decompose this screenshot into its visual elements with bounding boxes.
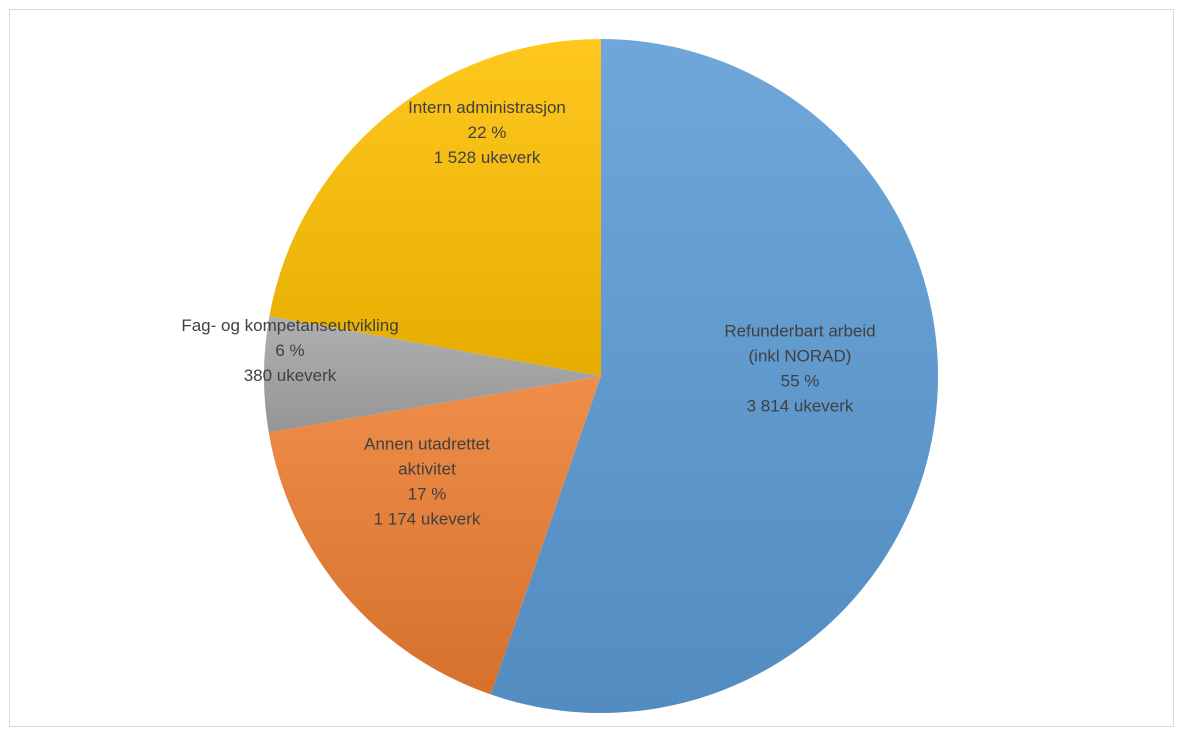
pie-slice-intern-administrasjon bbox=[269, 38, 601, 376]
data-label-refunderbart-arbeid-inkl-norad: Refunderbart arbeid (inkl NORAD) 55 % 3 814… bbox=[724, 322, 875, 416]
data-label-annen-utadrettet-aktivitet: Annen utadrettet aktivitet 17 % 1 174 ukeve… bbox=[364, 435, 490, 529]
pie-data-labels: Refunderbart arbeid (inkl NORAD) 55 % 3 814… bbox=[181, 98, 875, 529]
data-label-fag-og-kompetanseutvikling: Fag- og kompetanseutvikling 6 % 380 ukever… bbox=[181, 316, 398, 385]
pie-slice-refunderbart-arbeid-inkl-norad bbox=[490, 39, 939, 713]
pie-slice-annen-utadrettet-aktivitet bbox=[268, 376, 601, 695]
pie-slices bbox=[263, 38, 939, 713]
pie-slice-fag-og-kompetanseutvikling bbox=[263, 316, 601, 433]
data-label-intern-administrasjon: Intern administrasjon 22 % 1 528 ukeverk bbox=[408, 98, 566, 167]
